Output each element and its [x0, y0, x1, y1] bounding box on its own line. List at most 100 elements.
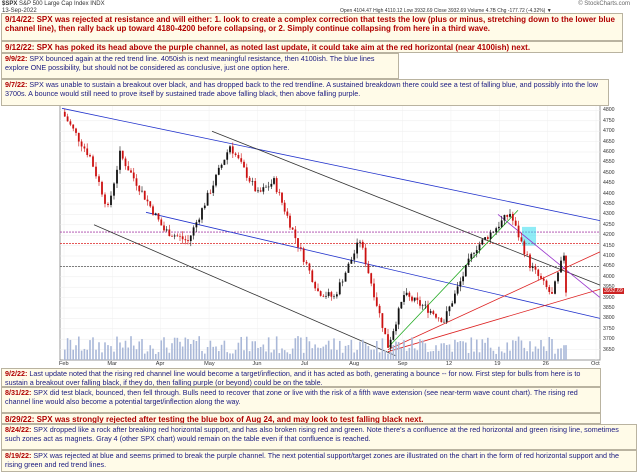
- ohlc-readout: Open 4104.47 High 4110.12 Low 3932.69 Cl…: [340, 8, 552, 14]
- volume-bar: [327, 340, 330, 360]
- volume-bar: [218, 351, 220, 360]
- candle-body: [416, 297, 419, 301]
- x-tick-label: Apr: [155, 361, 165, 367]
- candle-body: [373, 283, 375, 298]
- volume-bar: [512, 340, 514, 360]
- candle-body: [443, 321, 445, 323]
- candle-body: [286, 211, 289, 216]
- volume-bar: [333, 338, 335, 360]
- volume-bar: [454, 339, 456, 360]
- volume-bar: [294, 338, 297, 360]
- x-tick-label: Feb: [59, 361, 69, 367]
- volume-bar: [397, 342, 400, 360]
- volume-bar: [531, 351, 534, 360]
- highlight-box: [522, 226, 536, 246]
- volume-bar: [317, 347, 319, 360]
- candle-body: [223, 159, 226, 165]
- volume-bar: [319, 348, 322, 360]
- candle-body: [130, 170, 132, 173]
- candle-body: [168, 229, 171, 237]
- last-price-label: 3932.69: [603, 287, 624, 294]
- volume-bar: [143, 353, 146, 360]
- volume-bar: [560, 348, 562, 360]
- volume-bar: [445, 344, 448, 360]
- volume-bar: [498, 346, 500, 360]
- candle-body: [119, 150, 121, 170]
- candle-body: [187, 240, 189, 242]
- candle-body: [248, 177, 251, 182]
- candle-body: [557, 272, 559, 282]
- candle-body: [314, 282, 317, 289]
- candle-body: [95, 166, 97, 177]
- volume-bar: [421, 340, 424, 360]
- y-tick-label: 4500: [603, 169, 615, 176]
- volume-bar: [475, 339, 478, 360]
- volume-bar: [405, 350, 408, 360]
- candle-body: [338, 282, 341, 295]
- volume-bar: [248, 351, 251, 360]
- volume-bar: [416, 350, 419, 360]
- candle-body: [294, 229, 297, 239]
- trend-line: [61, 107, 601, 222]
- x-tick-label: May: [204, 361, 215, 367]
- volume-bar: [127, 347, 130, 360]
- candle-body: [299, 247, 302, 249]
- volume-bar: [384, 350, 386, 360]
- volume-bar: [350, 339, 353, 360]
- volume-bar: [509, 350, 511, 360]
- candle-body: [124, 158, 127, 167]
- annotation-0829: 8/29/22: SPX was strongly rejected after…: [1, 413, 601, 424]
- candle-body: [86, 148, 89, 156]
- volume-bar: [254, 341, 256, 360]
- candle-body: [333, 296, 335, 298]
- candle-body: [495, 228, 498, 232]
- candle-body: [353, 253, 356, 260]
- volume-bar: [83, 348, 86, 360]
- volume-bar: [232, 353, 234, 360]
- candle-body: [481, 239, 484, 245]
- volume-bar: [160, 340, 163, 360]
- candle-body: [83, 146, 86, 149]
- trend-line: [211, 130, 601, 286]
- candle-body: [381, 313, 384, 328]
- volume-bar: [206, 346, 209, 360]
- candle-body: [240, 158, 243, 162]
- volume-bar: [176, 337, 179, 360]
- candle-body: [563, 255, 565, 261]
- candle-body: [435, 314, 437, 318]
- candle-body: [347, 263, 350, 273]
- candle-body: [176, 235, 179, 237]
- candle-body: [462, 276, 464, 282]
- volume-bar: [308, 341, 311, 360]
- volume-bar: [548, 337, 551, 360]
- y-tick-label: 4150: [603, 242, 615, 249]
- candle-body: [237, 154, 240, 159]
- candle-body: [498, 226, 500, 229]
- candle-body: [454, 293, 456, 304]
- volume-bar: [152, 348, 154, 360]
- volume-bar: [240, 336, 242, 360]
- candle-body: [427, 304, 429, 313]
- volume-bar: [448, 344, 451, 360]
- volume-bar: [267, 337, 270, 360]
- blue-box: [522, 226, 536, 246]
- volume-bar: [92, 337, 94, 360]
- candle-body: [163, 225, 165, 231]
- volume-bar: [489, 347, 492, 360]
- volume-bar: [291, 348, 294, 360]
- y-tick-label: 3900: [603, 294, 615, 301]
- candle-body: [506, 215, 509, 217]
- x-tick-label: Sep: [397, 361, 408, 367]
- y-tick-label: 4700: [603, 128, 615, 135]
- volume-bar: [78, 336, 80, 360]
- volume-bar: [451, 351, 453, 360]
- candle-body: [135, 178, 138, 186]
- candle-body: [489, 232, 492, 239]
- volume-bar: [408, 347, 411, 360]
- volume-bar: [387, 353, 389, 360]
- watermark: © StockCharts.com: [578, 1, 630, 7]
- y-tick-label: 4600: [603, 149, 615, 155]
- candle-body: [520, 237, 523, 242]
- candle-body: [273, 178, 275, 184]
- y-tick-label: 3700: [603, 336, 615, 343]
